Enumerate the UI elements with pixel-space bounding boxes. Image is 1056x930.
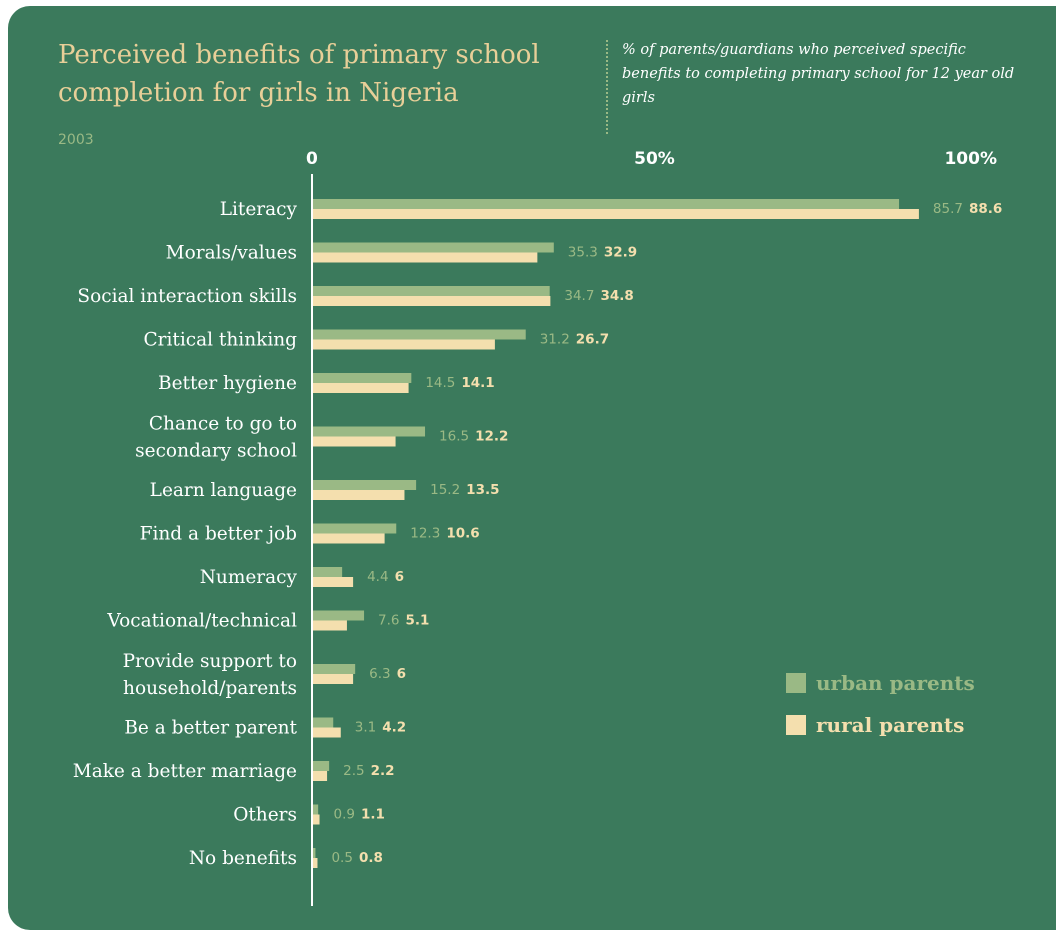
- legend-item-rural: rural parents: [786, 704, 975, 746]
- x-tick-label: 0: [306, 149, 318, 169]
- value-label-rural: 10.6: [446, 526, 479, 542]
- legend-item-urban: urban parents: [786, 662, 975, 704]
- bar-rural: [312, 490, 405, 500]
- value-label-urban: 14.5: [425, 375, 455, 391]
- category-label: No benefits: [189, 848, 297, 869]
- bar-rural: [312, 674, 354, 684]
- category-label: Vocational/technical: [106, 611, 297, 632]
- chart-subtitle: % of parents/guardians who perceived spe…: [622, 42, 1015, 106]
- value-label-urban: 2.5: [343, 763, 364, 779]
- category-label: Literacy: [220, 199, 298, 220]
- value-label-rural: 4.2: [382, 720, 406, 736]
- category-label: Critical thinking: [143, 330, 297, 351]
- legend-label-rural: rural parents: [816, 713, 965, 737]
- legend-label-urban: urban parents: [816, 671, 975, 695]
- value-label-urban: 12.3: [410, 526, 440, 542]
- category-label: secondary school: [135, 441, 297, 462]
- value-label-urban: 0.5: [331, 850, 352, 866]
- category-label: Be a better parent: [124, 718, 297, 739]
- legend-swatch-urban: [786, 673, 806, 693]
- value-label-urban: 15.2: [430, 482, 460, 498]
- chart-card: Perceived benefits of primary school com…: [8, 6, 1056, 930]
- bar-rural: [312, 814, 320, 825]
- value-label-urban: 85.7: [933, 201, 963, 217]
- category-label: household/parents: [123, 678, 297, 699]
- value-label-rural: 12.2: [475, 429, 508, 445]
- value-label-urban: 35.3: [568, 245, 598, 261]
- bar-urban: [312, 848, 316, 858]
- bar-rural: [312, 858, 318, 868]
- bar-urban: [312, 523, 397, 534]
- bar-rural: [312, 383, 409, 393]
- chart-title: Perceived benefits of primary school com…: [58, 40, 540, 108]
- bar-rural: [312, 339, 495, 350]
- bar-urban: [312, 761, 330, 771]
- x-tick-label: 50%: [634, 149, 675, 169]
- divider: [606, 40, 608, 134]
- bar-urban: [312, 610, 365, 621]
- value-label-urban: 3.1: [355, 720, 376, 736]
- bar-rural: [312, 296, 551, 306]
- bar-rural: [312, 577, 354, 587]
- bar-urban: [312, 664, 356, 674]
- bar-rural: [312, 436, 396, 447]
- bar-urban: [312, 199, 900, 209]
- legend: urban parents rural parents: [786, 662, 975, 746]
- category-label: Better hygiene: [158, 373, 297, 394]
- bar-rural: [312, 727, 341, 738]
- legend-swatch-rural: [786, 715, 806, 735]
- value-label-rural: 2.2: [371, 763, 395, 779]
- category-label: Provide support to: [123, 651, 297, 672]
- value-label-urban: 6.3: [369, 666, 390, 682]
- value-label-rural: 34.8: [600, 288, 633, 304]
- value-label-rural: 6: [395, 569, 404, 585]
- value-label-urban: 34.7: [564, 288, 594, 304]
- value-label-urban: 7.6: [378, 613, 399, 629]
- bar-chart: 0 50% 100% Literacy 85.7 88.6 Morals/values 35.…: [73, 149, 1002, 906]
- category-label: Chance to go to: [149, 414, 297, 435]
- bar-rural: [312, 533, 385, 544]
- value-label-urban: 31.2: [540, 332, 570, 348]
- category-label: Find a better job: [140, 524, 297, 545]
- bar-urban: [312, 373, 412, 383]
- year-label: 2003: [58, 132, 94, 148]
- category-label: Make a better marriage: [73, 761, 297, 782]
- bar-rural: [312, 209, 919, 219]
- value-label-rural: 5.1: [406, 613, 430, 629]
- bar-urban: [312, 329, 526, 340]
- bar-urban: [312, 567, 343, 577]
- category-label: Learn language: [150, 480, 297, 501]
- bar-urban: [312, 286, 550, 296]
- bar-urban: [312, 480, 417, 490]
- category-label: Morals/values: [166, 243, 297, 264]
- value-label-urban: 16.5: [439, 429, 469, 445]
- bar-urban: [312, 717, 334, 728]
- value-label-rural: 0.8: [359, 850, 383, 866]
- x-tick-label: 100%: [944, 149, 997, 169]
- value-label-rural: 6: [397, 666, 406, 682]
- category-label: Numeracy: [200, 567, 298, 588]
- value-label-rural: 26.7: [576, 332, 609, 348]
- value-label-rural: 1.1: [361, 807, 385, 823]
- bar-urban: [312, 426, 426, 437]
- bar-rural: [312, 252, 538, 263]
- value-label-urban: 0.9: [334, 807, 355, 823]
- category-label: Social interaction skills: [77, 286, 297, 307]
- bar-urban: [312, 242, 554, 253]
- category-label: Others: [233, 805, 297, 826]
- value-label-rural: 32.9: [604, 245, 637, 261]
- value-label-rural: 14.1: [461, 375, 494, 391]
- value-label-urban: 4.4: [367, 569, 388, 585]
- bar-rural: [312, 620, 347, 631]
- value-label-rural: 13.5: [466, 482, 499, 498]
- bar-rural: [312, 771, 328, 781]
- bar-urban: [312, 804, 319, 815]
- value-label-rural: 88.6: [969, 201, 1002, 217]
